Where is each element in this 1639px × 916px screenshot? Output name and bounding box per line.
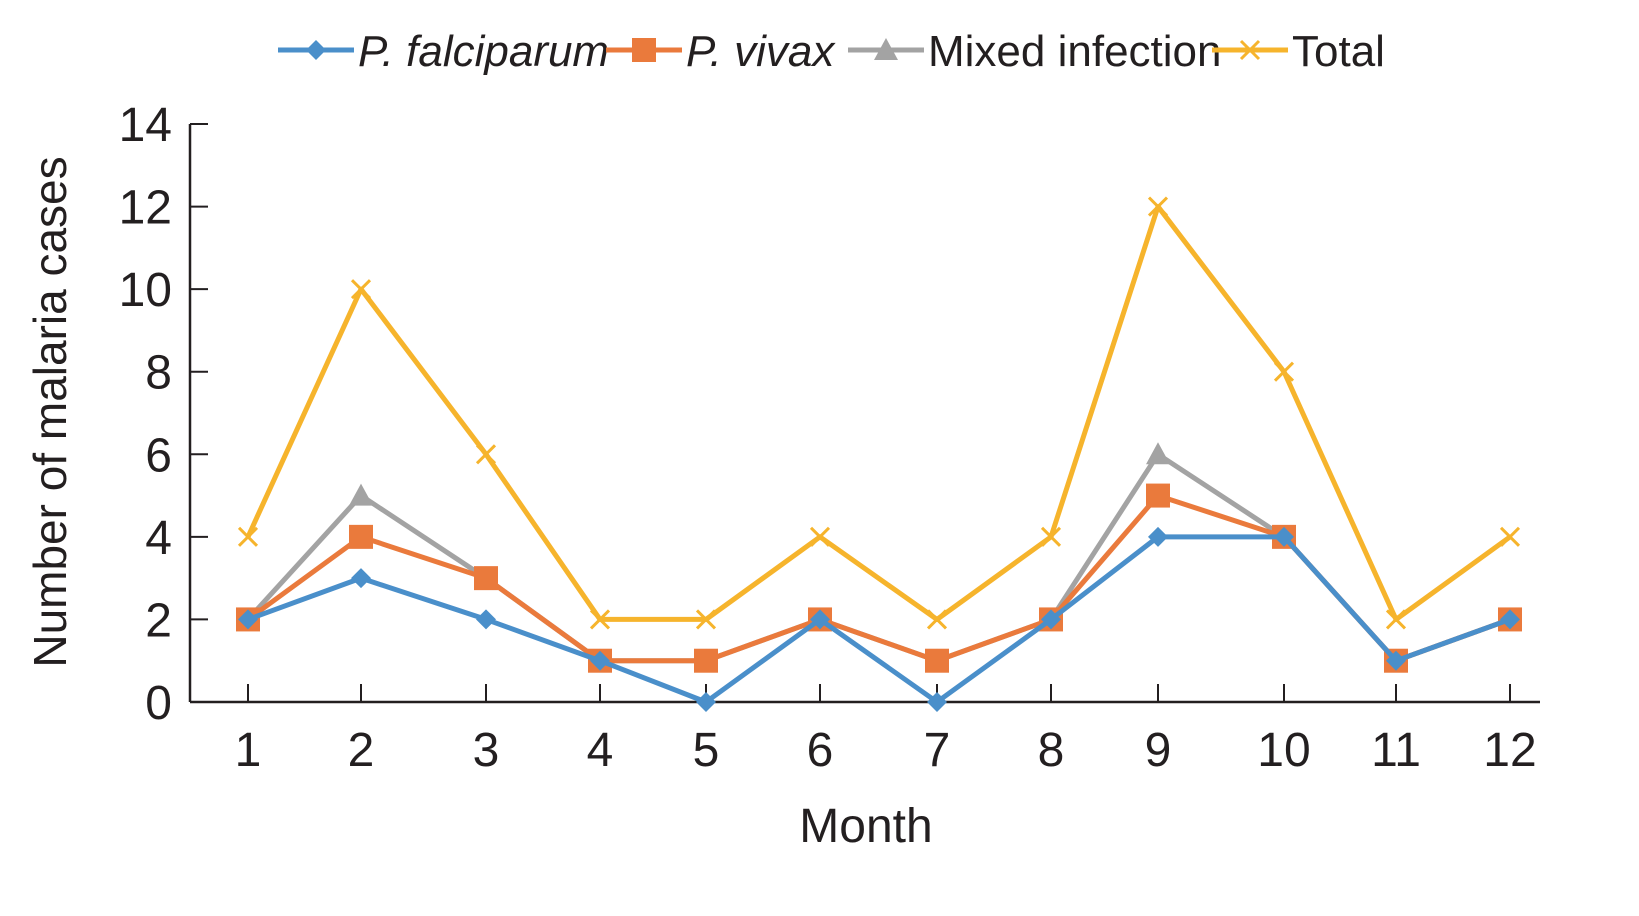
diamond-marker [476, 609, 496, 630]
x-tick-label: 10 [1257, 724, 1310, 777]
x-marker [589, 609, 611, 630]
diamond-marker [351, 568, 371, 589]
diamond-marker [590, 650, 610, 671]
x-marker [1499, 526, 1521, 547]
square-marker [474, 566, 498, 591]
y-tick-label: 4 [145, 512, 172, 565]
x-marker [350, 279, 372, 300]
legend-item: P. vivax [606, 27, 836, 76]
diamond-marker [1041, 609, 1061, 630]
triangle-marker [1146, 442, 1170, 465]
x-tick-label: 12 [1483, 724, 1536, 777]
legend-label: Total [1292, 27, 1385, 76]
legend-item: Total [1212, 27, 1385, 76]
y-tick-label: 0 [145, 677, 172, 730]
series-p-falciparum [238, 526, 1520, 712]
diamond-marker [238, 609, 258, 630]
diamond-marker [306, 40, 326, 60]
triangle-marker [874, 38, 898, 60]
triangle-marker [349, 483, 373, 506]
legend-item: Mixed infection [848, 27, 1221, 76]
x-tick-label: 8 [1038, 724, 1065, 777]
x-marker [809, 526, 831, 547]
legend-label: P. vivax [686, 27, 836, 76]
series-line [245, 204, 1512, 622]
series-line [247, 534, 1511, 705]
x-marker [1273, 361, 1295, 382]
diamond-marker [810, 609, 830, 630]
x-marker [1385, 609, 1407, 630]
y-axis-label: Number of malaria cases [24, 156, 76, 667]
square-marker [1146, 483, 1170, 508]
y-tick-label: 6 [145, 429, 172, 482]
x-tick-label: 1 [235, 724, 262, 777]
x-tick-label: 5 [693, 724, 720, 777]
x-marker [926, 609, 948, 630]
x-marker [1040, 526, 1062, 547]
x-marker [695, 609, 717, 630]
series-total [237, 196, 1521, 630]
x-tick-label: 6 [807, 724, 834, 777]
x-tick-label: 7 [924, 724, 951, 777]
x-marker [475, 444, 497, 465]
x-tick-label: 9 [1145, 724, 1172, 777]
square-marker [632, 38, 656, 62]
y-tick-label: 10 [119, 264, 172, 317]
legend-label: P. falciparum [358, 27, 609, 76]
legend-label: Mixed infection [928, 27, 1221, 76]
square-marker [694, 648, 718, 673]
x-tick-label: 4 [587, 724, 614, 777]
square-marker [925, 648, 949, 673]
x-axis-label: Month [799, 800, 932, 853]
diamond-marker [1274, 526, 1294, 547]
x-tick-label: 3 [473, 724, 500, 777]
x-marker [237, 526, 259, 547]
diamond-marker [696, 692, 716, 712]
legend-item: P. falciparum [278, 27, 609, 76]
y-tick-label: 2 [145, 594, 172, 647]
diamond-marker [1386, 650, 1406, 671]
series-line [246, 451, 1511, 664]
legend: P. falciparum P. vivax Mixed infection Tota… [278, 27, 1385, 76]
diamond-marker [1148, 526, 1168, 547]
x-marker [1239, 39, 1261, 61]
diamond-marker [927, 692, 947, 712]
x-marker [1147, 196, 1169, 217]
x-tick-label: 2 [348, 724, 375, 777]
y-tick-label: 14 [119, 99, 172, 152]
diamond-marker [1500, 609, 1520, 630]
series-layer [236, 196, 1522, 712]
y-tick-label: 8 [145, 347, 172, 400]
y-tick-label: 12 [119, 182, 172, 235]
square-marker [349, 524, 373, 549]
x-tick-label: 11 [1371, 724, 1421, 777]
